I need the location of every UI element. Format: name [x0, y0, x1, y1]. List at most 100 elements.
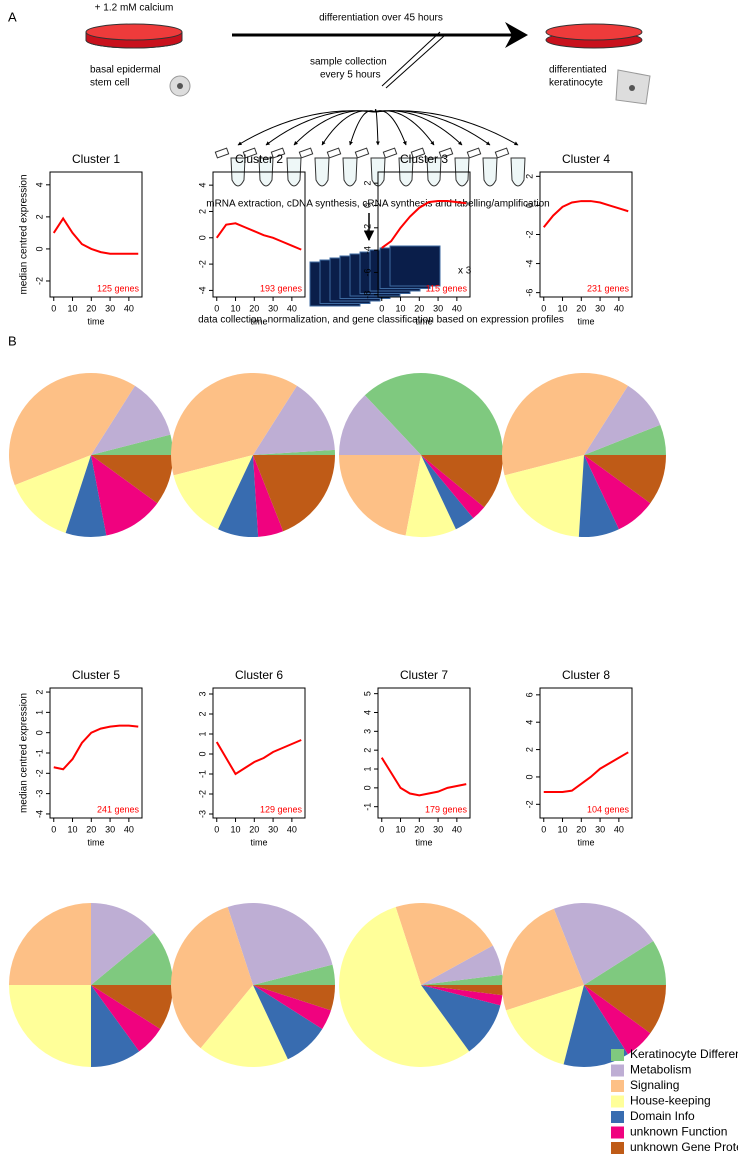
legend-swatch [611, 1049, 624, 1061]
arrow-label: differentiation over 45 hours [319, 13, 443, 24]
pie-slice [421, 455, 474, 530]
y-tick-label: 0 [362, 785, 372, 790]
legend-swatch [611, 1111, 624, 1123]
tube-cap [326, 147, 342, 159]
tube-cap [466, 147, 482, 159]
pie-slice [421, 985, 501, 1052]
x-tick-label: 20 [249, 824, 259, 834]
y-tick-label: -4 [197, 286, 207, 294]
pie-slice [253, 985, 331, 1029]
pie-slice [218, 455, 259, 537]
pie-slice [501, 372, 628, 476]
y-tick-label: -2 [524, 800, 534, 808]
pie-slice [584, 941, 666, 985]
pie-slice [584, 455, 651, 530]
median-line [53, 724, 139, 771]
x-tick-label: 10 [558, 824, 568, 834]
pie-slice [421, 985, 503, 1006]
chart-title: Cluster 2 [235, 152, 283, 166]
legend-swatch [611, 1142, 624, 1154]
cell-label: basal epidermal [90, 65, 161, 76]
x-tick-label: 0 [379, 303, 384, 313]
x-tick-label: 0 [379, 824, 384, 834]
x-tick-label: 0 [541, 303, 546, 313]
gene-count: 179 genes [425, 804, 468, 814]
chart-title: Cluster 4 [562, 152, 610, 166]
chart-title: Cluster 3 [400, 152, 448, 166]
pie-slice [563, 985, 628, 1067]
pie-slice [91, 985, 161, 1052]
pie-slice [506, 985, 584, 1065]
tube-cap [242, 147, 258, 159]
pie-slice [9, 903, 91, 985]
x-tick-label: 30 [595, 303, 605, 313]
y-tick-label: 4 [34, 182, 44, 187]
y-tick-label: 2 [524, 174, 534, 179]
pie-slice [584, 424, 666, 455]
tube-cap [270, 147, 286, 159]
pie-slice [91, 903, 155, 985]
sample-arrow [374, 110, 407, 146]
pie-slice [253, 449, 335, 455]
tube [482, 157, 498, 187]
y-tick-label: -6 [524, 289, 534, 297]
legend-label: Signaling [630, 1078, 679, 1092]
x-tick-label: 40 [124, 303, 134, 313]
y-tick-label: -1 [362, 803, 372, 811]
x-tick-label: 40 [452, 303, 462, 313]
gene-count: 241 genes [97, 804, 140, 814]
sample-arrow [237, 110, 376, 146]
pie-slice [339, 455, 421, 536]
x-tick-label: 10 [68, 303, 78, 313]
pie-slice [421, 945, 503, 985]
y-tick-label: 1 [197, 731, 207, 736]
x-tick-label: 10 [396, 824, 406, 834]
x-axis-label: time [577, 316, 594, 326]
pie-slice [91, 434, 173, 455]
x-tick-label: 20 [86, 303, 96, 313]
pie-slice [91, 455, 158, 536]
y-tick-label: 2 [197, 711, 207, 716]
tube-cap [438, 147, 454, 159]
gene-count: 231 genes [587, 283, 630, 293]
y-tick-label: 0 [524, 774, 534, 779]
x-tick-label: 0 [214, 824, 219, 834]
y-tick-label: -2 [197, 260, 207, 268]
y-tick-label: 0 [197, 235, 207, 240]
median-line [380, 757, 467, 797]
x-tick-label: 20 [414, 303, 424, 313]
y-tick-label: 4 [524, 720, 534, 725]
pie-slice [253, 985, 335, 1011]
tube-cap [382, 147, 398, 159]
sample-label: every 5 hours [320, 70, 381, 81]
x-tick-label: 30 [105, 824, 115, 834]
x-axis-label: time [87, 316, 104, 326]
chart-title: Cluster 6 [235, 668, 283, 682]
y-tick-label: 2 [197, 209, 207, 214]
x-tick-label: 10 [68, 824, 78, 834]
pie-slice [173, 455, 253, 530]
y-tick-label: 3 [362, 729, 372, 734]
pie-slice [227, 902, 333, 985]
y-tick-label: 6 [524, 692, 534, 697]
legend-swatch [611, 1080, 624, 1092]
y-axis-label: median centred expression [19, 693, 30, 813]
y-tick-label: -2 [34, 277, 44, 285]
y-tick-label: -1 [34, 749, 44, 757]
pie-slice [171, 372, 297, 476]
x-tick-label: 10 [231, 303, 241, 313]
tube-cap [298, 147, 314, 159]
pie-slice [14, 455, 91, 533]
y-tick-label: -6 [362, 268, 372, 276]
y-tick-label: -4 [34, 810, 44, 818]
pie-slice [91, 385, 171, 455]
y-tick-label: -4 [524, 260, 534, 268]
pie-slice [91, 985, 140, 1067]
pie-slice [338, 907, 470, 1068]
y-tick-label: 3 [197, 691, 207, 696]
median-line [52, 216, 139, 255]
x-tick-label: 30 [433, 303, 443, 313]
y-tick-label: -3 [197, 810, 207, 818]
pie-slice [584, 385, 661, 455]
y-tick-label: 0 [34, 246, 44, 251]
